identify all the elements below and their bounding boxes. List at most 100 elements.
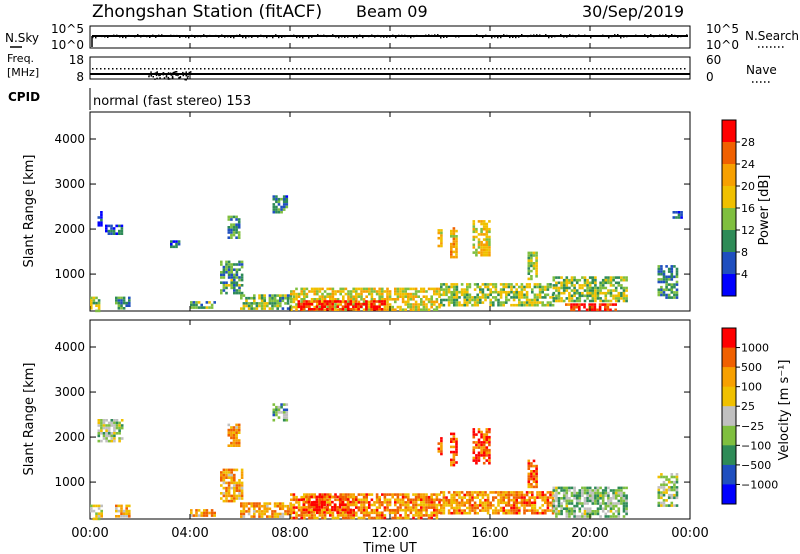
echo-cell xyxy=(344,516,348,520)
echo-cell xyxy=(452,240,456,243)
echo-cell xyxy=(662,488,666,492)
echo-cell xyxy=(435,290,439,293)
echo-cell xyxy=(433,508,436,512)
colorbar-tick-label: 100 xyxy=(741,381,762,394)
x-tick-label: 12:00 xyxy=(371,526,408,541)
echo-cell xyxy=(604,299,608,303)
echo-cell xyxy=(230,281,233,284)
echo-cell xyxy=(604,491,608,495)
echo-cell xyxy=(175,242,178,246)
echo-cell xyxy=(460,303,464,307)
echo-cell xyxy=(549,509,552,512)
echo-cell xyxy=(394,493,397,496)
echo-cell xyxy=(591,512,595,516)
echo-cell xyxy=(425,511,428,515)
echo-cell xyxy=(512,298,516,302)
echo-cell xyxy=(286,299,290,303)
noise-search-point xyxy=(566,36,568,38)
echo-cell xyxy=(177,240,181,243)
echo-cell xyxy=(388,511,392,515)
echo-cell xyxy=(281,294,285,297)
echo-cell xyxy=(339,292,342,296)
nave-point xyxy=(154,72,157,74)
echo-cell xyxy=(510,285,513,289)
echo-cell xyxy=(347,300,350,304)
echo-cell xyxy=(614,494,618,497)
echo-cell xyxy=(535,256,538,260)
noise-search-point xyxy=(605,35,607,37)
echo-cell xyxy=(670,486,674,489)
echo-cell xyxy=(420,503,423,507)
echo-cell xyxy=(323,495,326,499)
echo-cell xyxy=(373,298,376,301)
echo-cell xyxy=(430,503,433,507)
echo-cell xyxy=(295,305,298,309)
echo-cell xyxy=(546,288,550,291)
echo-cell xyxy=(391,305,394,309)
echo-cell xyxy=(341,308,345,311)
echo-cell xyxy=(578,499,582,503)
nave-point xyxy=(296,68,298,70)
echo-cell xyxy=(520,293,524,297)
echo-cell xyxy=(481,283,485,286)
noise-search-point xyxy=(230,36,232,38)
echo-cell xyxy=(115,432,119,435)
echo-cell xyxy=(302,503,306,506)
echo-cell xyxy=(235,268,239,271)
echo-cell xyxy=(477,220,481,223)
echo-cell xyxy=(349,292,353,296)
echo-cell xyxy=(425,493,428,496)
echo-cell xyxy=(290,503,293,507)
echo-cell xyxy=(225,291,228,295)
echo-cell xyxy=(581,291,584,295)
echo-cell xyxy=(552,504,556,508)
echo-cell xyxy=(282,195,286,198)
noise-search-point xyxy=(341,36,343,38)
echo-cell xyxy=(598,303,602,306)
echo-cell xyxy=(222,281,226,284)
echo-cell xyxy=(233,492,236,495)
echo-cell xyxy=(583,507,587,510)
echo-cell xyxy=(538,493,542,497)
nave-point xyxy=(172,68,174,70)
echo-cell xyxy=(625,510,628,513)
echo-cell xyxy=(617,297,621,300)
echo-cell xyxy=(485,230,489,234)
echo-cell xyxy=(660,501,663,505)
echo-cell xyxy=(525,498,529,502)
echo-cell xyxy=(90,307,93,310)
echo-cell xyxy=(622,289,626,292)
echo-cell xyxy=(512,498,516,502)
echo-cell xyxy=(272,418,276,422)
echo-cell xyxy=(401,308,405,311)
noise-search-point xyxy=(332,34,334,36)
echo-cell xyxy=(230,476,233,479)
echo-cell xyxy=(399,503,402,507)
echo-cell xyxy=(235,423,238,427)
echo-cell xyxy=(386,503,389,507)
echo-cell xyxy=(538,496,542,499)
echo-cell xyxy=(453,511,456,515)
echo-cell xyxy=(665,283,668,286)
echo-cell xyxy=(97,309,101,313)
echo-cell xyxy=(662,270,666,273)
echo-cell xyxy=(381,287,384,291)
echo-cell xyxy=(227,260,231,264)
echo-cell xyxy=(549,496,552,499)
echo-cell xyxy=(536,496,539,499)
echo-cell xyxy=(233,494,236,498)
echo-cell xyxy=(417,305,420,309)
echo-cell xyxy=(272,408,276,412)
echo-cell xyxy=(318,503,321,506)
echo-cell xyxy=(541,493,544,497)
echo-cell xyxy=(292,516,296,520)
echo-cell xyxy=(604,494,608,497)
colorbar-segment xyxy=(722,230,736,253)
echo-cell xyxy=(120,301,123,305)
echo-cell xyxy=(399,295,402,298)
echo-cell xyxy=(422,498,426,502)
echo-cell xyxy=(660,475,663,479)
echo-cell xyxy=(399,308,402,311)
echo-cell xyxy=(481,290,485,294)
echo-cell xyxy=(430,295,433,298)
